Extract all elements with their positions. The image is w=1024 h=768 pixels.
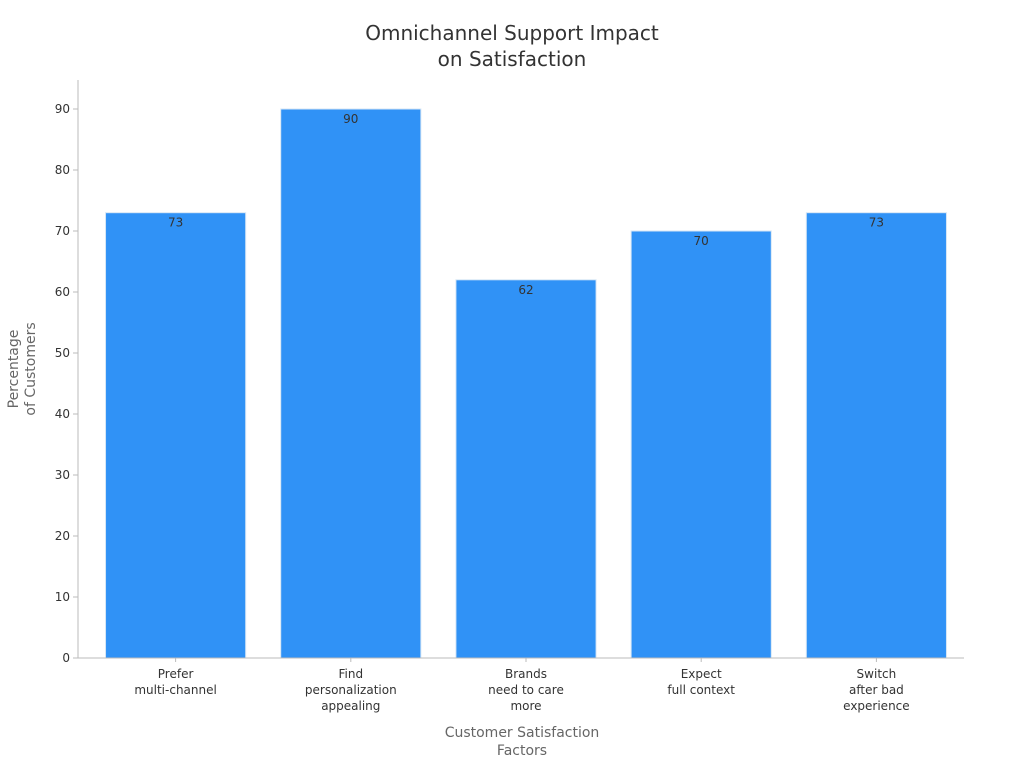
y-tick-label: 90 (55, 102, 70, 116)
bars (105, 108, 947, 659)
data-label: 73 (168, 216, 183, 230)
y-tick-label: 60 (55, 285, 70, 299)
data-label: 73 (869, 216, 884, 230)
x-axis-title: Customer Satisfaction Factors (445, 725, 600, 759)
y-tick-label: 70 (55, 224, 70, 238)
y-axis-title-line: of Customers (23, 322, 39, 415)
y-axis-ticks: 0 10 20 30 40 50 60 70 80 90 (55, 102, 78, 665)
axes (77, 80, 964, 659)
x-tick-label: appealing (321, 699, 380, 713)
x-axis-ticks: Prefer multi-channel Find personalization ap… (134, 658, 910, 713)
y-tick-label: 40 (55, 407, 70, 421)
bar (105, 212, 247, 659)
x-tick-label: more (510, 699, 541, 713)
x-tick-label: need to care (488, 683, 564, 697)
data-labels: 73 90 62 70 73 (168, 112, 884, 297)
x-axis-title-line: Factors (497, 743, 547, 759)
chart-title-line: on Satisfaction (438, 47, 587, 71)
y-tick-label: 20 (55, 529, 70, 543)
x-tick-label: Find (339, 667, 364, 681)
data-label: 90 (343, 112, 358, 126)
x-tick-label: Switch (857, 667, 897, 681)
bar (455, 279, 597, 659)
y-tick-label: 30 (55, 468, 70, 482)
y-tick-label: 0 (62, 651, 70, 665)
x-tick-label: after bad (849, 683, 904, 697)
bar (805, 212, 947, 659)
x-tick-label: Prefer (158, 667, 194, 681)
y-axis-title: Percentageof Customers (6, 322, 39, 415)
chart-title-line: Omnichannel Support Impact (365, 21, 659, 45)
y-axis-title-line: Percentage (6, 330, 22, 409)
x-tick-label: Expect (681, 667, 722, 681)
x-axis-title-line: Customer Satisfaction (445, 725, 600, 741)
data-label: 62 (518, 283, 533, 297)
bar (630, 230, 772, 659)
x-tick-label: multi-channel (134, 683, 216, 697)
x-tick-label: personalization (305, 683, 397, 697)
y-axis-title-text: Percentageof Customers (6, 322, 39, 415)
x-tick-label: Brands (505, 667, 547, 681)
x-tick-label: full context (667, 683, 735, 697)
y-tick-label: 50 (55, 346, 70, 360)
y-tick-label: 10 (55, 590, 70, 604)
data-label: 70 (694, 234, 709, 248)
bar (280, 108, 422, 659)
x-tick-label: experience (843, 699, 910, 713)
y-tick-label: 80 (55, 163, 70, 177)
